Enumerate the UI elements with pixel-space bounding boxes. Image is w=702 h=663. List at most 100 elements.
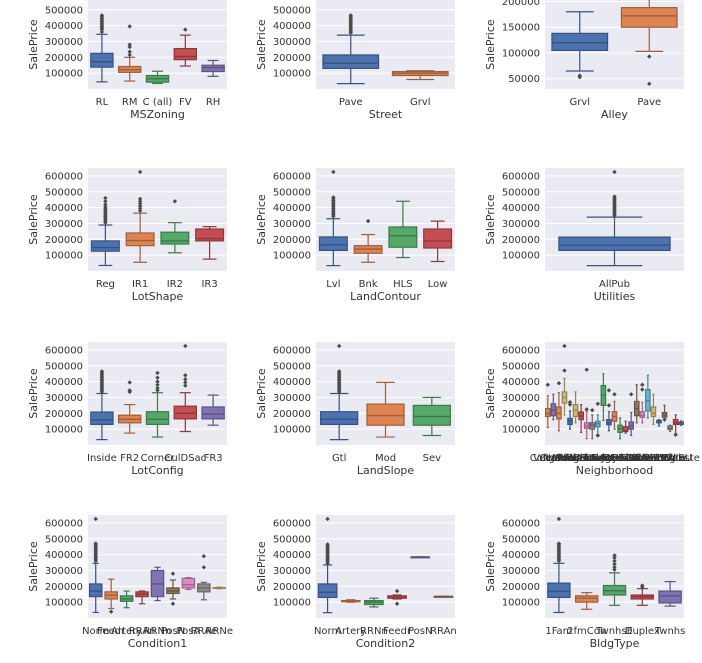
outlier-point [673,432,678,437]
box-iqr [412,404,451,426]
outlier-point [556,541,562,546]
box-RRAn [135,590,149,605]
box-Low [423,220,453,263]
x-tick-label: Reg [96,279,115,290]
box-Artery [340,599,361,603]
box-Mitchel [567,400,573,430]
y-tick-label: 200000 [273,582,311,593]
outlier-point [127,380,132,385]
y-tick-label: 600000 [502,171,540,182]
outlier-point [103,199,108,204]
box-CollgCr [545,382,551,429]
box-iqr [90,240,120,252]
outlier-point [170,571,176,576]
box-ClearCr [650,393,657,425]
y-tick-label: 600000 [273,171,311,182]
outlier-point [612,558,617,564]
box-iqr [320,411,359,426]
y-tick-label: 300000 [273,37,311,48]
plot-area [316,515,455,618]
x-tick-label: C (all) [143,97,173,108]
outlier-point [331,195,336,200]
box-Pave [620,0,678,87]
y-tick-label: 500000 [273,361,311,372]
x-tick-label: Blueste [663,453,700,464]
outlier-point [394,588,400,594]
y-tick-label: 400000 [502,550,540,561]
y-tick-label: 500000 [502,534,540,545]
outlier-point [365,218,371,224]
box-RL [90,13,114,83]
box-iqr [125,232,155,247]
boxes [558,169,671,267]
outlier-point [103,195,108,201]
boxes [90,13,225,85]
outlier-point [612,555,617,560]
box-HLS [388,200,418,259]
outlier-point [137,206,143,211]
outlier-point [612,567,617,572]
x-axis-label: Condition2 [356,637,416,650]
box-RRAe [197,554,211,601]
box-iqr [160,231,190,245]
x-tick-label: Feedr [97,626,126,637]
x-axis-label: Utilities [594,290,636,303]
y-tick-label: 600000 [45,171,83,182]
box-StoneBr [645,374,651,419]
x-axis-label: Condition1 [128,637,188,650]
plot-area [316,168,455,271]
box-iqr [589,422,596,430]
box-2fmCon [574,592,599,610]
y-axis-label: SalePrice [27,19,40,70]
outlier-point [612,169,617,175]
box-iqr [388,226,418,248]
x-tick-label: Grvl [569,97,590,108]
y-tick-label: 100000 [502,425,540,436]
outlier-point [612,194,617,199]
box-Grvl [391,70,449,81]
y-tick-label: 100000 [502,598,540,609]
outlier-point [99,29,105,35]
x-tick-label: FR3 [204,453,223,464]
boxes [322,13,449,85]
y-tick-label: 400000 [273,550,311,561]
box-iqr [201,64,225,73]
x-tick-label: RM [122,97,138,108]
y-tick-label: 300000 [273,393,311,404]
outlier-point [662,417,667,422]
box-Reg [90,195,120,267]
y-tick-label: 200000 [502,409,540,420]
x-tick-label: PosA [176,626,200,637]
x-tick-label: AllPub [599,279,630,290]
y-tick-label: 500000 [45,534,83,545]
y-tick-label: 100000 [273,425,311,436]
x-tick-label: Low [428,279,448,290]
y-tick-label: 600000 [502,518,540,529]
outlier-point [103,204,108,210]
panel-bldgtype: 100000 200000 300000 400000 500000 600000 1Fam… [484,515,685,650]
x-axis-label: MSZoning [130,108,185,121]
outlier-point [155,385,160,391]
box-FR2 [117,380,142,434]
box-Feedr [104,578,118,614]
outlier-point [394,601,400,606]
box-Pave [322,13,380,85]
panel-mszoning: 100000 200000 300000 400000 500000 RL RM C (all… [27,0,227,121]
box-CulDSac [173,343,198,433]
x-tick-label: RRNn [144,626,172,637]
x-tick-label: RL [96,97,109,108]
x-tick-label: Gtl [332,453,346,464]
outlier-point [606,403,612,408]
outlier-point [127,49,132,54]
outlier-point [628,392,634,397]
y-axis-label: SalePrice [27,541,40,592]
outlier-point [93,516,98,522]
outlier-point [640,382,645,387]
x-tick-label: RH [206,97,220,108]
box-PosN [410,556,431,559]
boxes [317,516,454,614]
x-tick-label: NoRidge [543,453,585,464]
outlier-point [606,388,612,393]
x-tick-label: Corner [141,453,176,464]
x-axis-label: LotShape [132,290,184,303]
